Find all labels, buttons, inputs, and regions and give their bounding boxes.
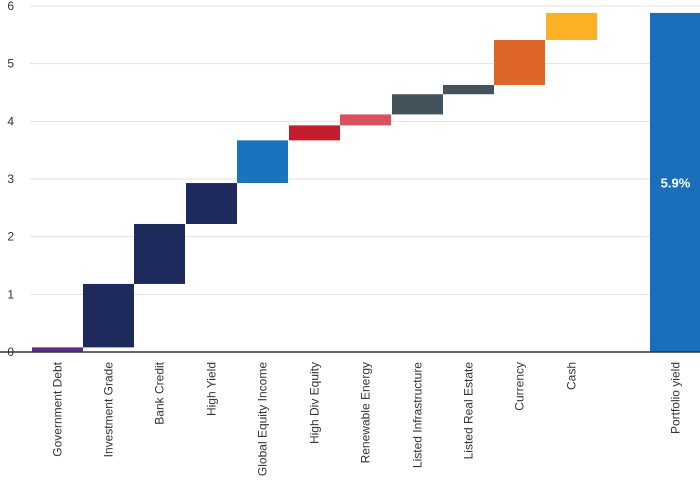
y-tick-label: 4 [7, 114, 14, 128]
x-category-label: Renewable Energy [359, 362, 373, 463]
y-tick-label: 6 [7, 0, 14, 13]
x-category-label: High Div Equity [308, 362, 322, 444]
y-tick-label: 2 [7, 230, 14, 244]
bar-global-equity-income [237, 140, 288, 184]
bar-high-yield [186, 183, 237, 224]
gridlines [30, 5, 700, 295]
bar-high-div-equity [289, 125, 340, 141]
bar-listed-real-estate [443, 85, 494, 95]
x-category-label: Bank Credit [153, 361, 167, 424]
bar-bank-credit [134, 223, 185, 284]
x-category-label: Listed Infrastructure [411, 362, 425, 468]
bar-portfolio-yield [650, 12, 700, 352]
x-category-label: Listed Real Estate [462, 362, 476, 460]
y-tick-label: 1 [7, 287, 14, 301]
x-category-label: Portfolio yield [669, 362, 683, 434]
bar-currency [494, 40, 545, 86]
x-category-label: Cash [565, 362, 579, 390]
bar-investment-grade [83, 283, 134, 348]
x-axis-labels: Government Debt Investment Grade Bank Cred… [51, 361, 683, 476]
x-category-label: Investment Grade [102, 362, 116, 458]
x-category-label: Global Equity Income [256, 362, 270, 476]
bar-government-debt [32, 347, 83, 352]
x-category-label: Currency [513, 362, 527, 411]
data-label: 5.9% [661, 175, 691, 190]
y-tick-label: 5 [7, 57, 14, 71]
bar-listed-infrastructure [392, 94, 443, 115]
bar-cash [546, 12, 597, 41]
y-tick-label: 3 [7, 172, 14, 186]
bar-renewable-energy [340, 114, 391, 126]
bars: 5.9% [32, 12, 700, 352]
x-category-label: High Yield [205, 362, 219, 416]
x-category-label: Government Debt [51, 361, 65, 456]
